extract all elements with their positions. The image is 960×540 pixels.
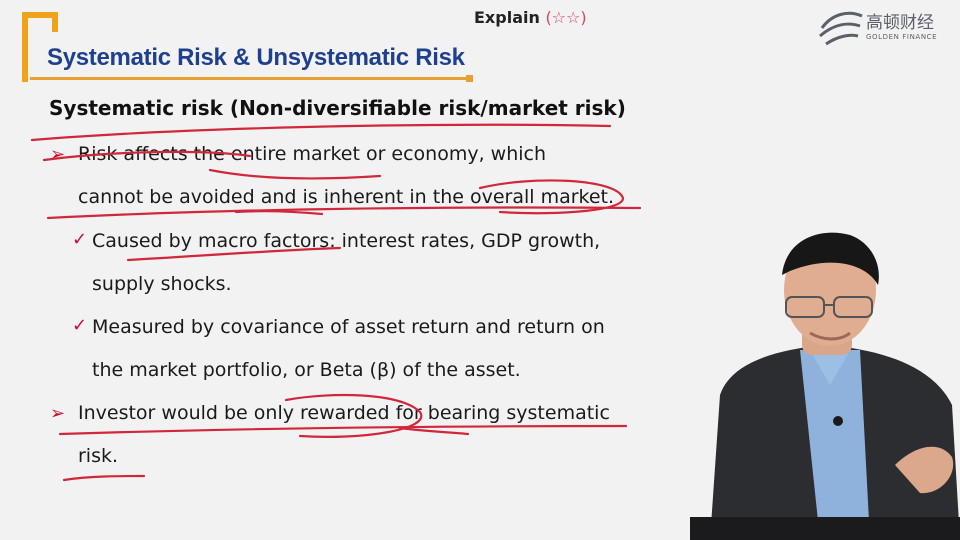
golden-finance-logo-icon xyxy=(819,11,863,46)
logo-english-text: GOLDEN FINANCE xyxy=(866,33,938,41)
checkmark-icon: ✓ xyxy=(72,315,88,336)
bullet2-line2: risk. xyxy=(78,445,119,467)
bullet-arrow-icon: ➢ xyxy=(50,144,66,165)
title-underline xyxy=(30,77,470,80)
sub1-line2: supply shocks. xyxy=(92,273,232,295)
section-heading: Systematic risk (Non-diversifiable risk/… xyxy=(49,96,626,120)
bullet-arrow-icon: ➢ xyxy=(50,403,66,424)
explain-rating: Explain (☆☆) xyxy=(474,8,587,27)
bullet1-line1: Risk affects the entire market or econom… xyxy=(78,143,547,165)
explain-label: Explain xyxy=(474,8,540,27)
sub1-line1: Caused by macro factors: interest rates,… xyxy=(92,230,601,252)
bullet2-line1: Investor would be only rewarded for bear… xyxy=(78,402,610,424)
title-bracket-tick xyxy=(52,12,58,32)
sub2-line2: the market portfolio, or Beta (β) of the… xyxy=(92,359,521,381)
slide-title: Systematic Risk & Unsystematic Risk xyxy=(47,44,465,71)
logo-chinese-text: 高顿财经 xyxy=(866,13,934,33)
bullet1-line2: cannot be avoided and is inherent in the… xyxy=(78,186,615,208)
title-underline-end xyxy=(466,75,473,82)
title-bracket-top xyxy=(22,12,58,18)
checkmark-icon: ✓ xyxy=(72,229,88,250)
sub2-line1: Measured by covariance of asset return a… xyxy=(92,316,605,338)
star-rating: (☆☆) xyxy=(545,8,587,27)
presenter-figure xyxy=(690,232,960,540)
title-bracket-left xyxy=(22,12,28,82)
